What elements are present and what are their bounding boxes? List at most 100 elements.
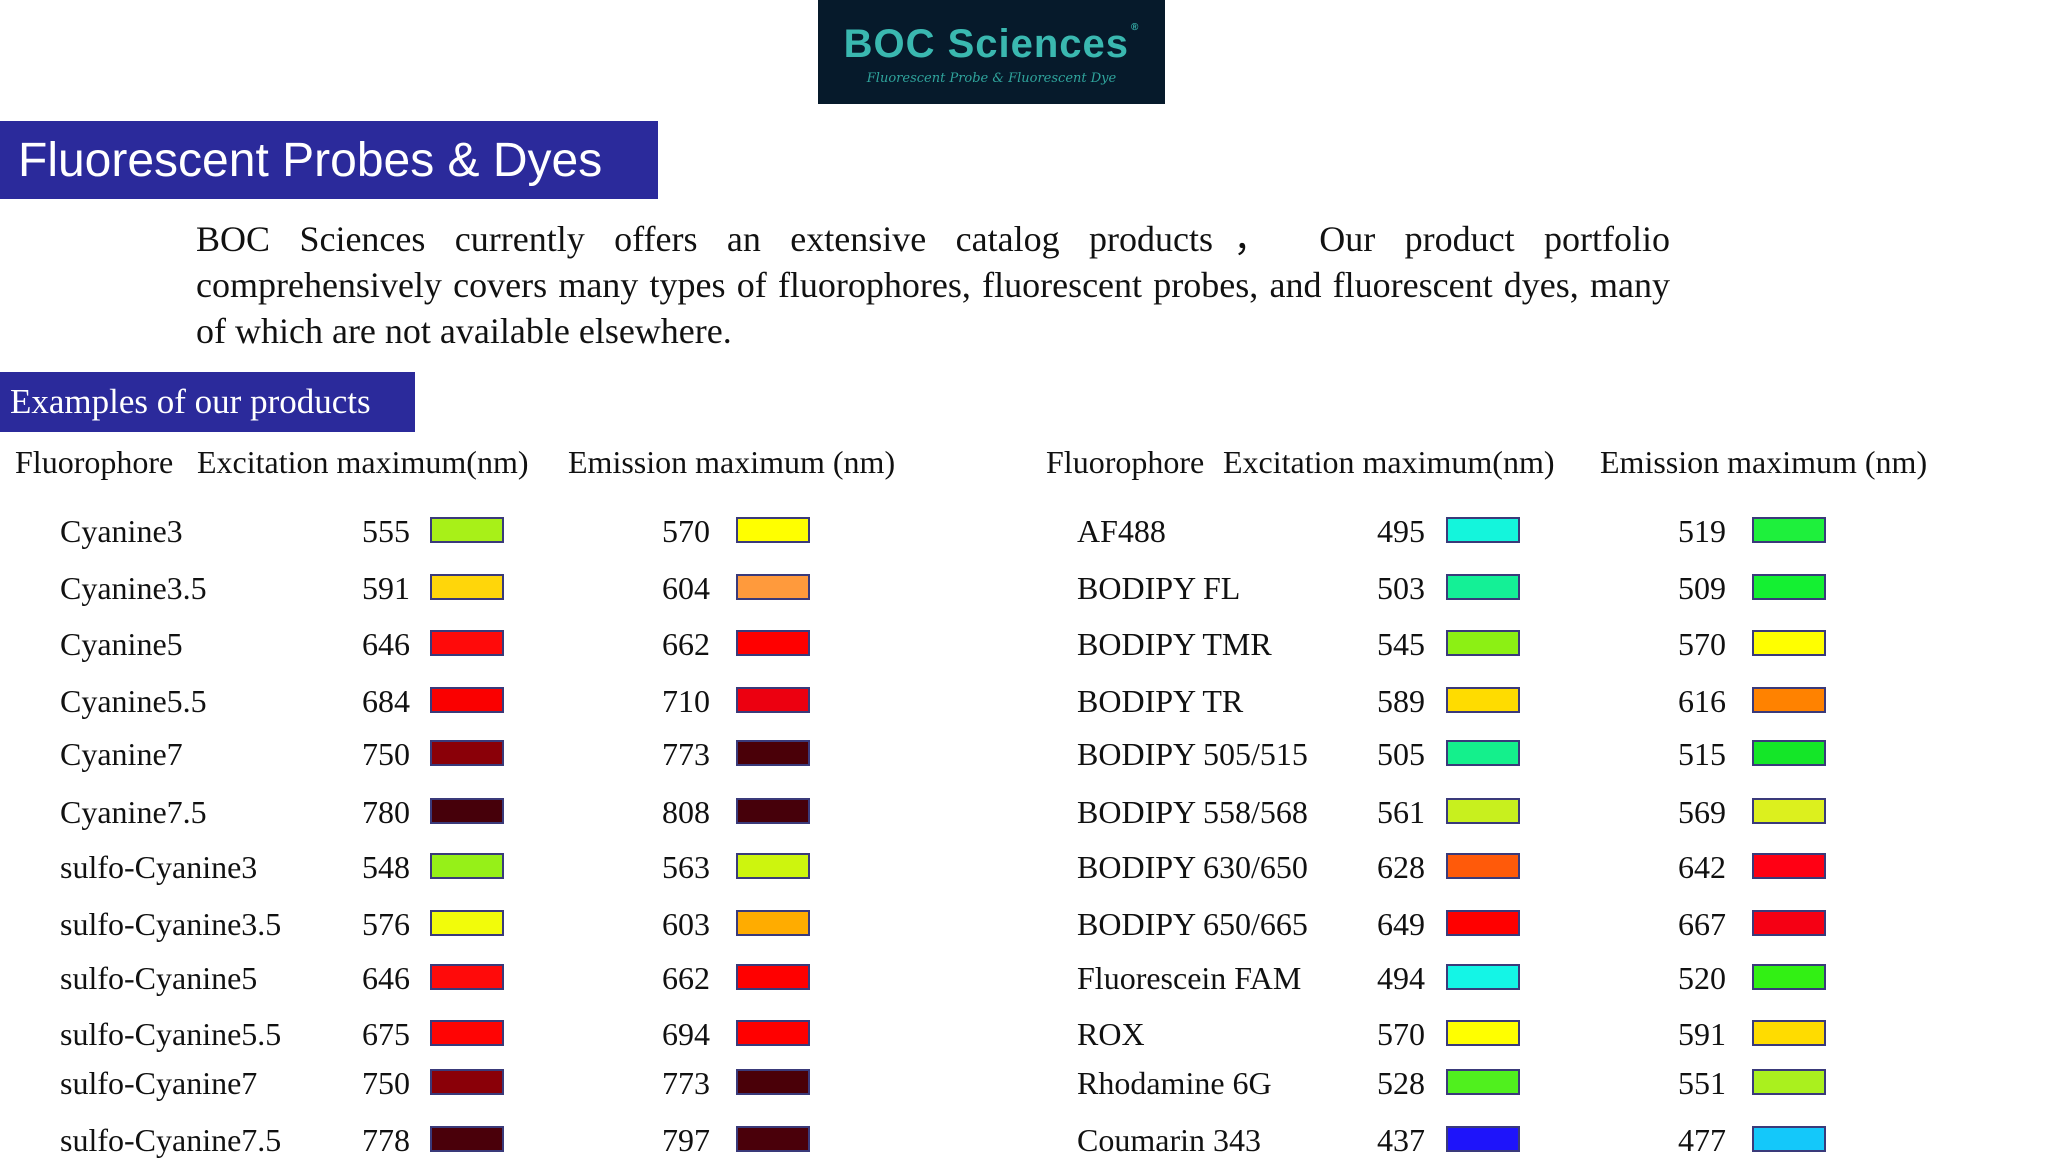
emission-color-swatch bbox=[736, 740, 810, 766]
fluorophore-name: sulfo-Cyanine3.5 bbox=[60, 906, 282, 942]
fluorophore-name: BODIPY 630/650 bbox=[1077, 849, 1308, 885]
excitation-value: 750 bbox=[362, 736, 410, 772]
excitation-color-swatch bbox=[430, 1020, 504, 1046]
section-banner: Examples of our products bbox=[0, 372, 415, 432]
fluorophore-name: BODIPY 505/515 bbox=[1077, 736, 1308, 772]
excitation-value: 675 bbox=[362, 1016, 410, 1052]
emission-value: 662 bbox=[662, 960, 710, 996]
excitation-color-swatch bbox=[430, 630, 504, 656]
excitation-value: 495 bbox=[1377, 513, 1425, 549]
left-excitation-header: Excitation maximum(nm) bbox=[197, 444, 529, 480]
fluorophore-name: BODIPY FL bbox=[1077, 570, 1241, 606]
excitation-color-swatch bbox=[430, 1126, 504, 1152]
emission-value: 570 bbox=[662, 513, 710, 549]
fluorophore-name: BODIPY TR bbox=[1077, 683, 1244, 719]
emission-value: 797 bbox=[662, 1122, 710, 1158]
excitation-color-swatch bbox=[430, 740, 504, 766]
excitation-value: 628 bbox=[1377, 849, 1425, 885]
emission-color-swatch bbox=[736, 798, 810, 824]
excitation-color-swatch bbox=[430, 798, 504, 824]
fluorophore-name: Fluorescein FAM bbox=[1077, 960, 1302, 996]
right-excitation-header: Excitation maximum(nm) bbox=[1223, 444, 1555, 480]
emission-value: 520 bbox=[1678, 960, 1726, 996]
emission-color-swatch bbox=[736, 1020, 810, 1046]
emission-color-swatch bbox=[736, 687, 810, 713]
excitation-value: 591 bbox=[362, 570, 410, 606]
emission-value: 604 bbox=[662, 570, 710, 606]
emission-color-swatch bbox=[736, 964, 810, 990]
emission-color-swatch bbox=[1752, 1069, 1826, 1095]
intro-paragraph: BOC Sciences currently offers an extensi… bbox=[196, 219, 1670, 351]
emission-value: 642 bbox=[1678, 849, 1726, 885]
brand-tagline: Fluorescent Probe & Fluorescent Dye bbox=[866, 71, 1117, 86]
emission-value: 808 bbox=[662, 794, 710, 830]
fluorophore-name: sulfo-Cyanine5.5 bbox=[60, 1016, 282, 1052]
fluorophore-name: Coumarin 343 bbox=[1077, 1122, 1261, 1158]
fluorophore-name: AF488 bbox=[1077, 513, 1166, 549]
page-title: Fluorescent Probes & Dyes bbox=[18, 133, 603, 187]
excitation-value: 437 bbox=[1377, 1122, 1425, 1158]
fluorophore-name: ROX bbox=[1077, 1016, 1145, 1052]
excitation-value: 503 bbox=[1377, 570, 1425, 606]
emission-color-swatch bbox=[1752, 517, 1826, 543]
excitation-color-swatch bbox=[1446, 517, 1520, 543]
left-emission-header: Emission maximum (nm) bbox=[568, 444, 896, 480]
excitation-color-swatch bbox=[1446, 687, 1520, 713]
emission-value: 662 bbox=[662, 626, 710, 662]
emission-value: 667 bbox=[1678, 906, 1726, 942]
excitation-value: 778 bbox=[362, 1122, 410, 1158]
excitation-value: 561 bbox=[1377, 794, 1425, 830]
excitation-color-swatch bbox=[1446, 910, 1520, 936]
emission-value: 563 bbox=[662, 849, 710, 885]
excitation-value: 646 bbox=[362, 960, 410, 996]
emission-color-swatch bbox=[1752, 910, 1826, 936]
excitation-color-swatch bbox=[1446, 1126, 1520, 1152]
fluorophore-name: BODIPY 650/665 bbox=[1077, 906, 1308, 942]
excitation-value: 505 bbox=[1377, 736, 1425, 772]
emission-color-swatch bbox=[1752, 1126, 1826, 1152]
emission-color-swatch bbox=[736, 910, 810, 936]
emission-color-swatch bbox=[1752, 740, 1826, 766]
emission-color-swatch bbox=[1752, 1020, 1826, 1046]
excitation-color-swatch bbox=[430, 517, 504, 543]
excitation-color-swatch bbox=[430, 574, 504, 600]
excitation-color-swatch bbox=[430, 1069, 504, 1095]
excitation-value: 750 bbox=[362, 1065, 410, 1101]
fluorophore-name: BODIPY TMR bbox=[1077, 626, 1272, 662]
excitation-color-swatch bbox=[430, 687, 504, 713]
emission-color-swatch bbox=[736, 630, 810, 656]
emission-color-swatch bbox=[1752, 687, 1826, 713]
fluorophore-name: sulfo-Cyanine7.5 bbox=[60, 1122, 282, 1158]
excitation-value: 494 bbox=[1377, 960, 1425, 996]
fluorophore-name: Cyanine7.5 bbox=[60, 794, 207, 830]
left-fluorophore-header: Fluorophore bbox=[15, 444, 174, 480]
excitation-color-swatch bbox=[1446, 630, 1520, 656]
brand-name: BOC Sciences bbox=[843, 22, 1130, 66]
emission-value: 551 bbox=[1678, 1065, 1726, 1101]
fluorophore-name: Cyanine5.5 bbox=[60, 683, 207, 719]
excitation-value: 548 bbox=[362, 849, 410, 885]
emission-color-swatch bbox=[1752, 964, 1826, 990]
excitation-color-swatch bbox=[430, 964, 504, 990]
fluorophore-name: Cyanine3 bbox=[60, 513, 183, 549]
emission-value: 570 bbox=[1678, 626, 1726, 662]
emission-value: 477 bbox=[1678, 1122, 1726, 1158]
excitation-color-swatch bbox=[430, 910, 504, 936]
excitation-value: 589 bbox=[1377, 683, 1425, 719]
brand-logo: BOC Sciences ® Fluorescent Probe & Fluore… bbox=[818, 0, 1165, 104]
emission-color-swatch bbox=[1752, 853, 1826, 879]
excitation-color-swatch bbox=[1446, 574, 1520, 600]
emission-value: 519 bbox=[1678, 513, 1726, 549]
excitation-value: 545 bbox=[1377, 626, 1425, 662]
emission-color-swatch bbox=[1752, 574, 1826, 600]
fluorophore-name: Cyanine5 bbox=[60, 626, 183, 662]
excitation-value: 684 bbox=[362, 683, 410, 719]
excitation-color-swatch bbox=[1446, 740, 1520, 766]
registered-mark: ® bbox=[1131, 22, 1140, 33]
excitation-color-swatch bbox=[1446, 1069, 1520, 1095]
emission-value: 694 bbox=[662, 1016, 710, 1052]
emission-value: 773 bbox=[662, 1065, 710, 1101]
fluorophore-name: sulfo-Cyanine5 bbox=[60, 960, 258, 996]
emission-value: 773 bbox=[662, 736, 710, 772]
title-banner: Fluorescent Probes & Dyes bbox=[0, 121, 658, 199]
